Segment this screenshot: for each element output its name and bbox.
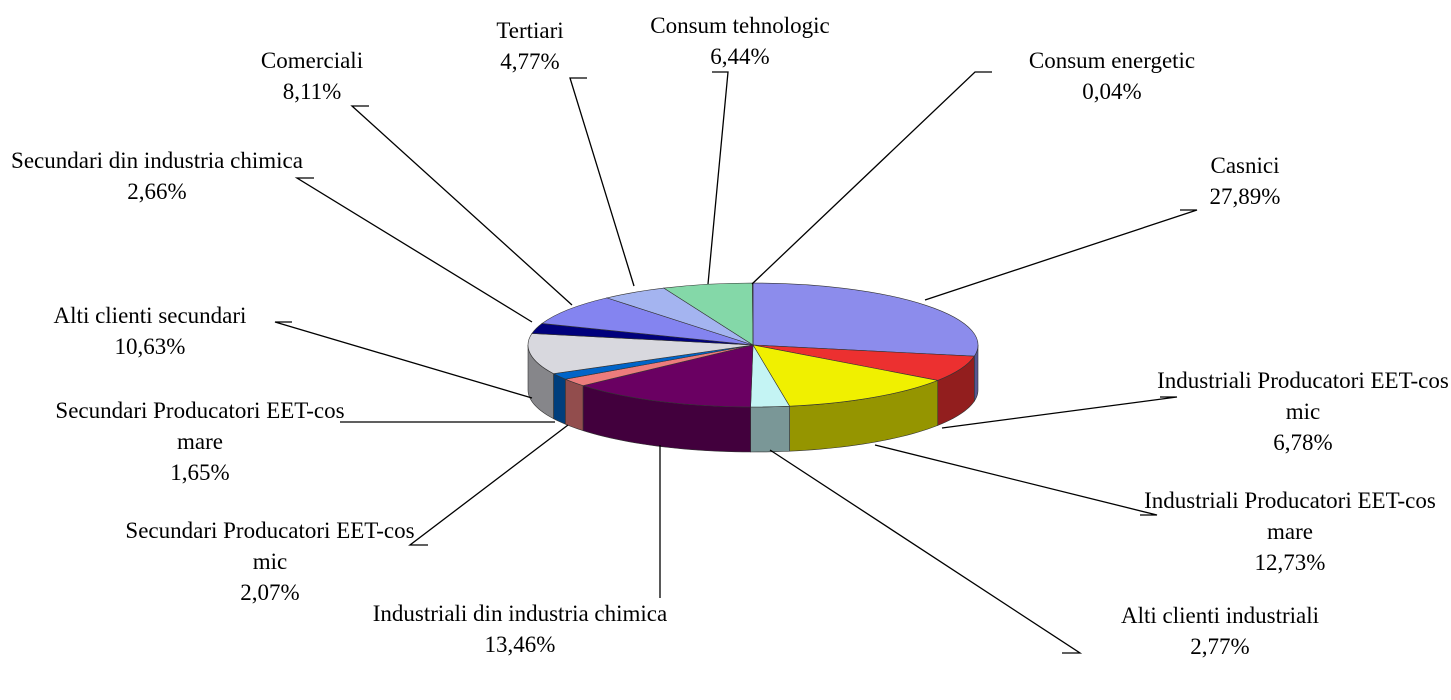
leader-line [294,177,533,323]
value-label: 1,65% [170,460,230,485]
value-label: 2,07% [240,580,300,605]
leader-line [941,396,1178,429]
slice-label: Casnici 27,89% [1210,150,1281,212]
slice-label: Secundari Producatori EET-cos mic 2,07% [120,515,420,608]
category-label: Secundari Producatori EET-cos mic [125,518,415,574]
slice-label: Alti clienti industriali 2,77% [1121,600,1319,662]
leader-line [707,71,729,285]
slice-label: Consum energetic 0,04% [1029,45,1195,107]
category-label: Industriali Producatori EET-cos mare [1144,488,1436,544]
category-label: Alti clienti industriali [1120,603,1320,628]
pie-slice [752,344,939,407]
pie-slice-side [553,373,566,425]
category-label: Industriali din industria chimica [372,601,668,626]
category-label: Alti clienti secundari [53,303,247,328]
slice-label: Secundari din industria chimica 2,66% [2,145,312,207]
slice-label: Industriali din industria chimica 13,46% [360,598,680,660]
pie-slice-side [565,378,584,432]
category-label: Consum tehnologic [650,13,830,38]
value-label: 6,78% [1273,430,1333,455]
leader-line [408,424,569,546]
category-label: Secundari din industria chimica [11,148,303,173]
value-label: 8,11% [282,79,342,104]
category-label: Casnici [1210,153,1280,178]
leader-line [874,444,1158,516]
slice-label: Industriali Producatori EET-cos mare 12,7… [1140,485,1440,578]
category-label: Consum energetic [1028,48,1196,73]
pie-slice [527,333,754,374]
category-label: Tertiari [496,18,564,43]
slice-label: Alti clienti secundari 10,63% [54,300,247,362]
leader-line [274,321,533,399]
leader-line [924,209,1198,301]
pie-slice [752,282,979,357]
value-label: 2,66% [127,179,187,204]
value-label: 27,89% [1209,184,1281,209]
value-label: 12,73% [1254,550,1326,575]
value-label: 10,63% [114,334,186,359]
slice-label: Consum tehnologic 6,44% [650,10,830,72]
leader-line [350,105,573,306]
category-label: Comerciali [260,48,364,73]
value-label: 13,46% [484,632,556,657]
slice-label: Comerciali 8,11% [261,45,363,107]
pie-slice [541,297,754,346]
slice-label: Tertiari 4,77% [496,15,563,77]
value-label: 4,77% [500,49,560,74]
pie-slice-side [750,405,790,453]
leader-line [751,71,992,285]
category-label: Industriali Producatori EET-cos mic [1157,368,1449,424]
value-label: 2,77% [1190,634,1250,659]
slice-label: Industriali Producatori EET-cos mic 6,78% [1153,365,1451,458]
leader-line [769,449,1083,654]
slice-label: Secundari Producatori EET-cos mare 1,65% [50,395,350,488]
leader-line [569,77,635,287]
pie-slice [581,344,754,408]
category-label: Secundari Producatori EET-cos mare [55,398,345,454]
value-label: 6,44% [710,44,770,69]
value-label: 0,04% [1082,79,1142,104]
